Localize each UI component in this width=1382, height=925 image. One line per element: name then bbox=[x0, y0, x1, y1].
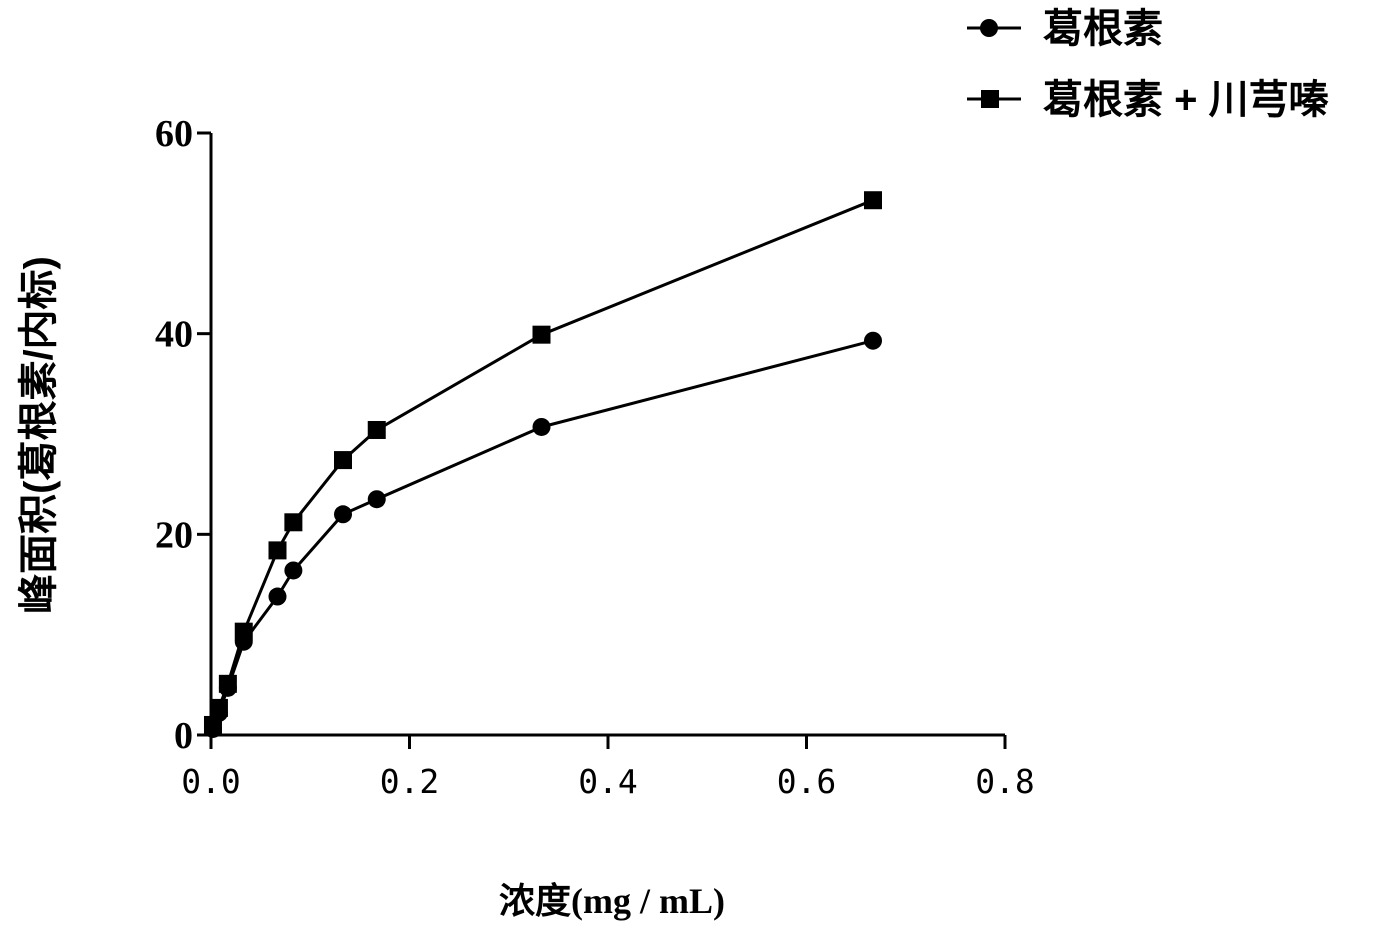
series-1-point bbox=[284, 561, 303, 580]
series-1 bbox=[203, 331, 882, 738]
series-layer bbox=[203, 191, 882, 738]
series-2 bbox=[203, 191, 882, 734]
legend: 葛根素 葛根素 + 川芎嗪 bbox=[967, 7, 1329, 122]
series-2-point bbox=[218, 674, 237, 693]
x-tick-label: 0.4 bbox=[578, 762, 638, 801]
x-tick-label: 0.0 bbox=[181, 762, 241, 801]
series-1-point bbox=[532, 417, 551, 436]
legend-circle-marker bbox=[980, 19, 998, 37]
y-tick-label: 20 bbox=[155, 514, 193, 556]
x-axis-title: 浓度(mg / mL) bbox=[499, 881, 725, 921]
y-axis-title: 峰面积(葛根素/内标) bbox=[17, 256, 61, 614]
x-tick-label: 0.6 bbox=[777, 762, 837, 801]
series-2-point bbox=[863, 191, 882, 210]
legend-label: 葛根素 bbox=[1043, 7, 1163, 51]
series-2-point bbox=[268, 541, 287, 560]
series-2-point bbox=[209, 698, 228, 717]
series-2-line bbox=[211, 198, 874, 726]
series-1-line bbox=[211, 339, 874, 730]
series-2-point bbox=[234, 622, 253, 641]
y-tick-label: 40 bbox=[155, 314, 193, 356]
legend-label: 葛根素 + 川芎嗪 bbox=[1043, 78, 1329, 122]
legend-square-marker bbox=[981, 90, 999, 108]
series-2-point bbox=[532, 325, 551, 344]
series-1-point bbox=[367, 490, 386, 509]
series-1-point bbox=[863, 331, 882, 350]
ticks: 0.0 0.2 0.4 0.6 0.8 0 20 40 60 bbox=[155, 113, 1035, 801]
series-2-point bbox=[367, 420, 386, 439]
axes bbox=[209, 133, 1005, 737]
legend-item-series-2: 葛根素 + 川芎嗪 bbox=[967, 78, 1329, 122]
y-tick-label: 60 bbox=[155, 113, 193, 155]
series-2-point bbox=[203, 715, 222, 734]
y-tick-label: 0 bbox=[174, 715, 193, 757]
legend-item-series-1: 葛根素 bbox=[967, 7, 1163, 51]
series-1-point bbox=[334, 505, 353, 524]
series-2-point bbox=[284, 513, 303, 532]
x-tick-label: 0.2 bbox=[380, 762, 440, 801]
series-1-point bbox=[268, 587, 287, 606]
x-tick-label: 0.8 bbox=[975, 762, 1035, 801]
series-2-point bbox=[334, 451, 353, 470]
